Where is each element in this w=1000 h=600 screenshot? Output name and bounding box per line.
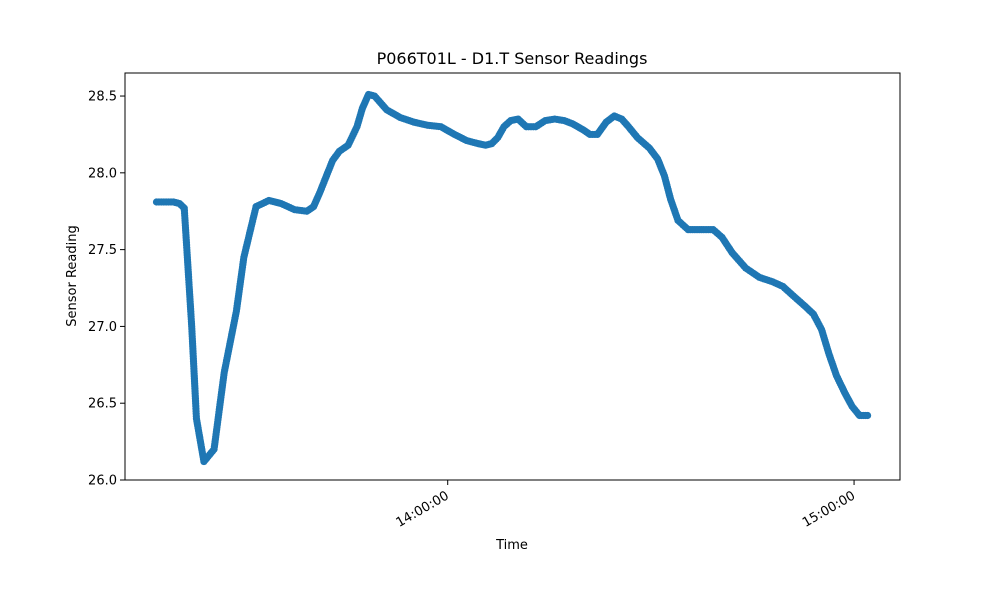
x-tick-label: 14:00:00: [394, 488, 452, 530]
y-tick-label: 28.5: [88, 90, 117, 105]
plot-area-frame: [124, 72, 901, 481]
chart-title: P066T01L - D1.T Sensor Readings: [377, 49, 648, 68]
y-tick-label: 26.5: [88, 397, 117, 412]
x-tick-label: 15:00:00: [800, 488, 858, 530]
x-axis-label: Time: [495, 538, 528, 553]
y-axis-label: Sensor Reading: [65, 225, 80, 326]
y-axis: 26.0 26.5 27.0 27.5 28.0 28.5: [88, 90, 125, 489]
y-tick-label: 26.0: [88, 474, 117, 489]
x-axis: 14:00:00 15:00:00: [394, 480, 858, 531]
y-tick-label: 27.0: [88, 320, 117, 335]
y-tick-label: 28.0: [88, 166, 117, 181]
data-points: [152, 90, 872, 466]
y-tick-label: 27.5: [88, 243, 117, 258]
data-point: [864, 411, 872, 420]
